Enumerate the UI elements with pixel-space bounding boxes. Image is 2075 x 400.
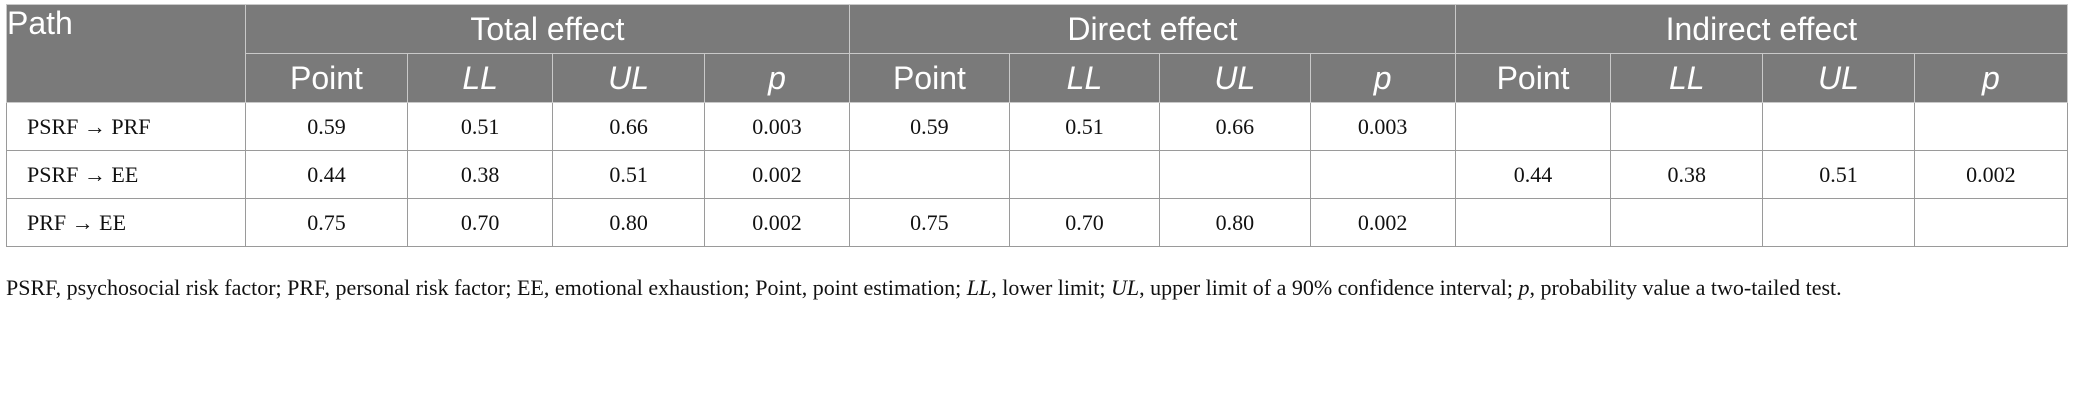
- direct-ul-cell: [1159, 150, 1311, 199]
- indirect-ll-cell: [1610, 102, 1764, 151]
- direct-p-cell: [1309, 150, 1456, 199]
- direct-p-cell: 0.002: [1309, 198, 1456, 247]
- table-row: PSRF → PRF 0.59 0.51 0.66 0.003 0.59 0.5…: [6, 102, 2069, 151]
- direct-ll-cell: [1008, 150, 1161, 199]
- total-point-cell: 0.75: [244, 198, 409, 247]
- direct-ll-cell: 0.70: [1008, 198, 1161, 247]
- total-point-cell: 0.44: [244, 150, 409, 199]
- table-footnote: PSRF, psychosocial risk factor; PRF, per…: [6, 270, 2068, 305]
- total-ll-cell: 0.70: [407, 198, 554, 247]
- path-header: Path: [6, 4, 246, 103]
- footnote-text: , lower limit;: [991, 275, 1111, 300]
- indirect-p-cell: [1913, 198, 2069, 247]
- path-cell: PSRF → EE: [6, 150, 246, 199]
- indirect-ll-cell: [1610, 198, 1764, 247]
- total-ul-header: UL: [552, 53, 705, 103]
- path-cell: PSRF → PRF: [6, 102, 246, 151]
- total-ll-cell: 0.38: [407, 150, 554, 199]
- table-row: PRF → EE 0.75 0.70 0.80 0.002 0.75 0.70 …: [6, 198, 2069, 247]
- total-p-header: p: [703, 53, 851, 103]
- direct-p-cell: 0.003: [1309, 102, 1456, 151]
- total-ul-cell: 0.51: [552, 150, 705, 199]
- indirect-ul-cell: 0.51: [1762, 150, 1915, 199]
- footnote-ll-abbrev: LL: [966, 275, 992, 300]
- total-p-cell: 0.002: [703, 198, 851, 247]
- total-ll-header: LL: [407, 53, 554, 103]
- indirect-ll-header: LL: [1610, 53, 1764, 103]
- footnote-text: PSRF, psychosocial risk factor; PRF, per…: [6, 275, 967, 300]
- indirect-p-cell: [1913, 102, 2069, 151]
- direct-ul-header: UL: [1159, 53, 1311, 103]
- path-cell: PRF → EE: [6, 198, 246, 247]
- total-ul-cell: 0.80: [552, 198, 705, 247]
- indirect-ul-cell: [1762, 198, 1915, 247]
- direct-ll-header: LL: [1008, 53, 1161, 103]
- direct-point-cell: 0.59: [849, 102, 1010, 151]
- footnote-ul-abbrev: UL: [1110, 275, 1140, 300]
- indirect-p-cell: 0.002: [1913, 150, 2069, 199]
- indirect-effect-header: Indirect effect: [1454, 4, 2069, 54]
- indirect-ul-cell: [1762, 102, 1915, 151]
- indirect-point-cell: [1454, 102, 1612, 151]
- direct-ul-cell: 0.80: [1159, 198, 1311, 247]
- indirect-point-header: Point: [1454, 53, 1612, 103]
- effects-table: Path Total effect Direct effect Indirect…: [6, 4, 2069, 247]
- indirect-ul-header: UL: [1762, 53, 1915, 103]
- footnote-text: , probability value a two-tailed test.: [1529, 275, 1842, 300]
- total-p-cell: 0.003: [703, 102, 851, 151]
- total-ul-cell: 0.66: [552, 102, 705, 151]
- direct-point-header: Point: [849, 53, 1010, 103]
- total-effect-header: Total effect: [244, 4, 851, 54]
- indirect-point-cell: [1454, 198, 1612, 247]
- total-p-cell: 0.002: [703, 150, 851, 199]
- direct-p-header: p: [1309, 53, 1456, 103]
- total-ll-cell: 0.51: [407, 102, 554, 151]
- total-point-cell: 0.59: [244, 102, 409, 151]
- footnote-p-abbrev: p: [1518, 275, 1530, 300]
- indirect-p-header: p: [1913, 53, 2069, 103]
- indirect-point-cell: 0.44: [1454, 150, 1612, 199]
- footnote-text: , upper limit of a 90% confidence interv…: [1139, 275, 1519, 300]
- total-point-header: Point: [244, 53, 409, 103]
- direct-ll-cell: 0.51: [1008, 102, 1161, 151]
- direct-ul-cell: 0.66: [1159, 102, 1311, 151]
- indirect-ll-cell: 0.38: [1610, 150, 1764, 199]
- direct-point-cell: [849, 150, 1010, 199]
- table-row: PSRF → EE 0.44 0.38 0.51 0.002 0.44 0.38…: [6, 150, 2069, 199]
- direct-point-cell: 0.75: [849, 198, 1010, 247]
- direct-effect-header: Direct effect: [849, 4, 1456, 54]
